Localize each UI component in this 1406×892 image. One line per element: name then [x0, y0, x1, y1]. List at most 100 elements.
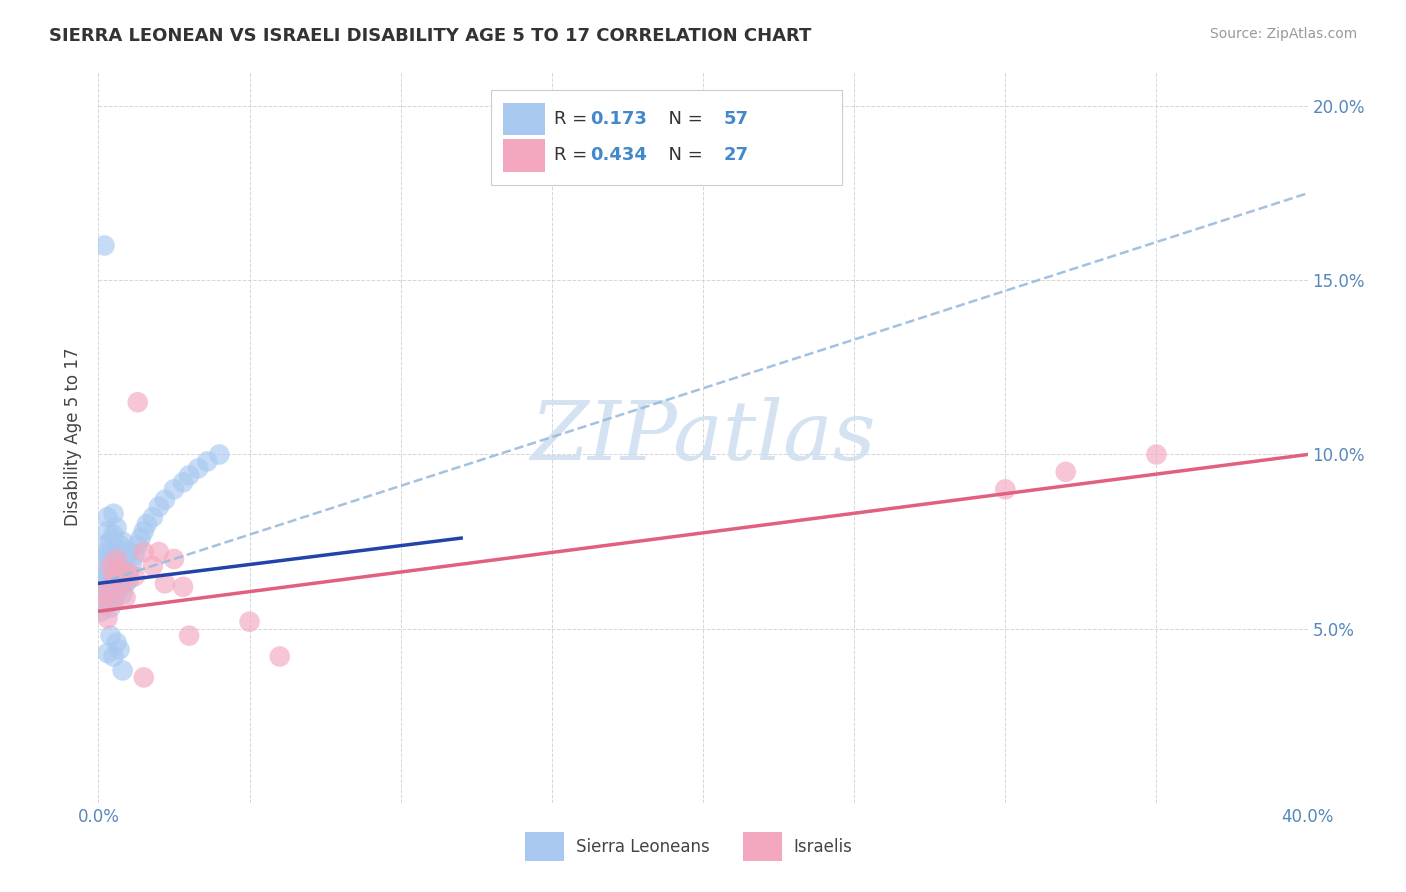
Point: [148, 545, 170, 559]
Point: [100, 558, 122, 573]
Point: [208, 448, 231, 462]
Point: [90, 587, 112, 601]
Point: [111, 664, 134, 678]
Point: [108, 580, 131, 594]
Point: [111, 558, 134, 573]
Point: [93, 538, 115, 552]
Text: R =: R =: [554, 110, 593, 128]
Point: [269, 649, 291, 664]
FancyBboxPatch shape: [526, 832, 564, 862]
Point: [93, 597, 115, 611]
Point: [105, 562, 128, 576]
Point: [96, 587, 118, 601]
Point: [96, 545, 118, 559]
Point: [163, 552, 186, 566]
Point: [100, 576, 122, 591]
Point: [142, 510, 165, 524]
Point: [114, 591, 136, 605]
Point: [114, 576, 136, 591]
Point: [129, 531, 152, 545]
Point: [105, 635, 128, 649]
Point: [111, 534, 134, 549]
Point: [103, 594, 125, 608]
FancyBboxPatch shape: [503, 139, 544, 171]
Point: [103, 569, 125, 583]
Point: [90, 558, 112, 573]
Point: [195, 454, 218, 468]
Text: 57: 57: [724, 110, 748, 128]
Point: [108, 562, 131, 576]
Point: [1054, 465, 1077, 479]
FancyBboxPatch shape: [742, 832, 782, 862]
Point: [127, 395, 149, 409]
Point: [93, 238, 115, 252]
Text: N =: N =: [657, 146, 709, 164]
Text: Israelis: Israelis: [794, 838, 852, 855]
Point: [96, 566, 118, 580]
Point: [132, 670, 155, 684]
Text: N =: N =: [657, 110, 709, 128]
Point: [153, 576, 176, 591]
Point: [108, 558, 131, 573]
Point: [105, 541, 128, 556]
Point: [103, 649, 125, 664]
Point: [114, 552, 136, 566]
FancyBboxPatch shape: [503, 103, 544, 135]
Point: [118, 545, 141, 559]
Point: [118, 573, 141, 587]
Point: [93, 573, 115, 587]
Point: [100, 556, 122, 570]
Point: [100, 629, 122, 643]
Point: [96, 646, 118, 660]
Text: R =: R =: [554, 146, 593, 164]
Point: [93, 552, 115, 566]
Point: [90, 604, 112, 618]
FancyBboxPatch shape: [492, 90, 842, 185]
Point: [163, 483, 186, 497]
Point: [103, 507, 125, 521]
Point: [105, 587, 128, 601]
Point: [103, 527, 125, 541]
Point: [132, 545, 155, 559]
Point: [108, 642, 131, 657]
Point: [118, 566, 141, 580]
Point: [96, 510, 118, 524]
Point: [103, 569, 125, 583]
Point: [108, 538, 131, 552]
Point: [127, 538, 149, 552]
Text: Source: ZipAtlas.com: Source: ZipAtlas.com: [1209, 27, 1357, 41]
Point: [90, 580, 112, 594]
Point: [179, 468, 201, 483]
Text: Sierra Leoneans: Sierra Leoneans: [576, 838, 710, 855]
Text: SIERRA LEONEAN VS ISRAELI DISABILITY AGE 5 TO 17 CORRELATION CHART: SIERRA LEONEAN VS ISRAELI DISABILITY AGE…: [49, 27, 811, 45]
Point: [994, 483, 1017, 497]
Point: [100, 580, 122, 594]
Point: [135, 517, 157, 532]
Point: [124, 549, 146, 563]
Text: 0.173: 0.173: [591, 110, 647, 128]
Point: [111, 576, 134, 591]
Point: [105, 552, 128, 566]
Point: [93, 594, 115, 608]
Point: [103, 549, 125, 563]
Point: [103, 594, 125, 608]
Point: [179, 629, 201, 643]
Point: [142, 558, 165, 573]
Point: [100, 534, 122, 549]
Point: [132, 524, 155, 538]
Point: [187, 461, 209, 475]
Point: [111, 587, 134, 601]
Y-axis label: Disability Age 5 to 17: Disability Age 5 to 17: [65, 348, 83, 526]
Point: [239, 615, 262, 629]
Point: [172, 580, 194, 594]
Text: 0.434: 0.434: [591, 146, 647, 164]
Point: [148, 500, 170, 514]
Point: [105, 521, 128, 535]
Point: [172, 475, 194, 490]
Point: [96, 524, 118, 538]
Point: [124, 569, 146, 583]
Point: [121, 558, 143, 573]
Point: [100, 600, 122, 615]
Point: [1144, 448, 1167, 462]
Text: ZIPatlas: ZIPatlas: [530, 397, 876, 477]
